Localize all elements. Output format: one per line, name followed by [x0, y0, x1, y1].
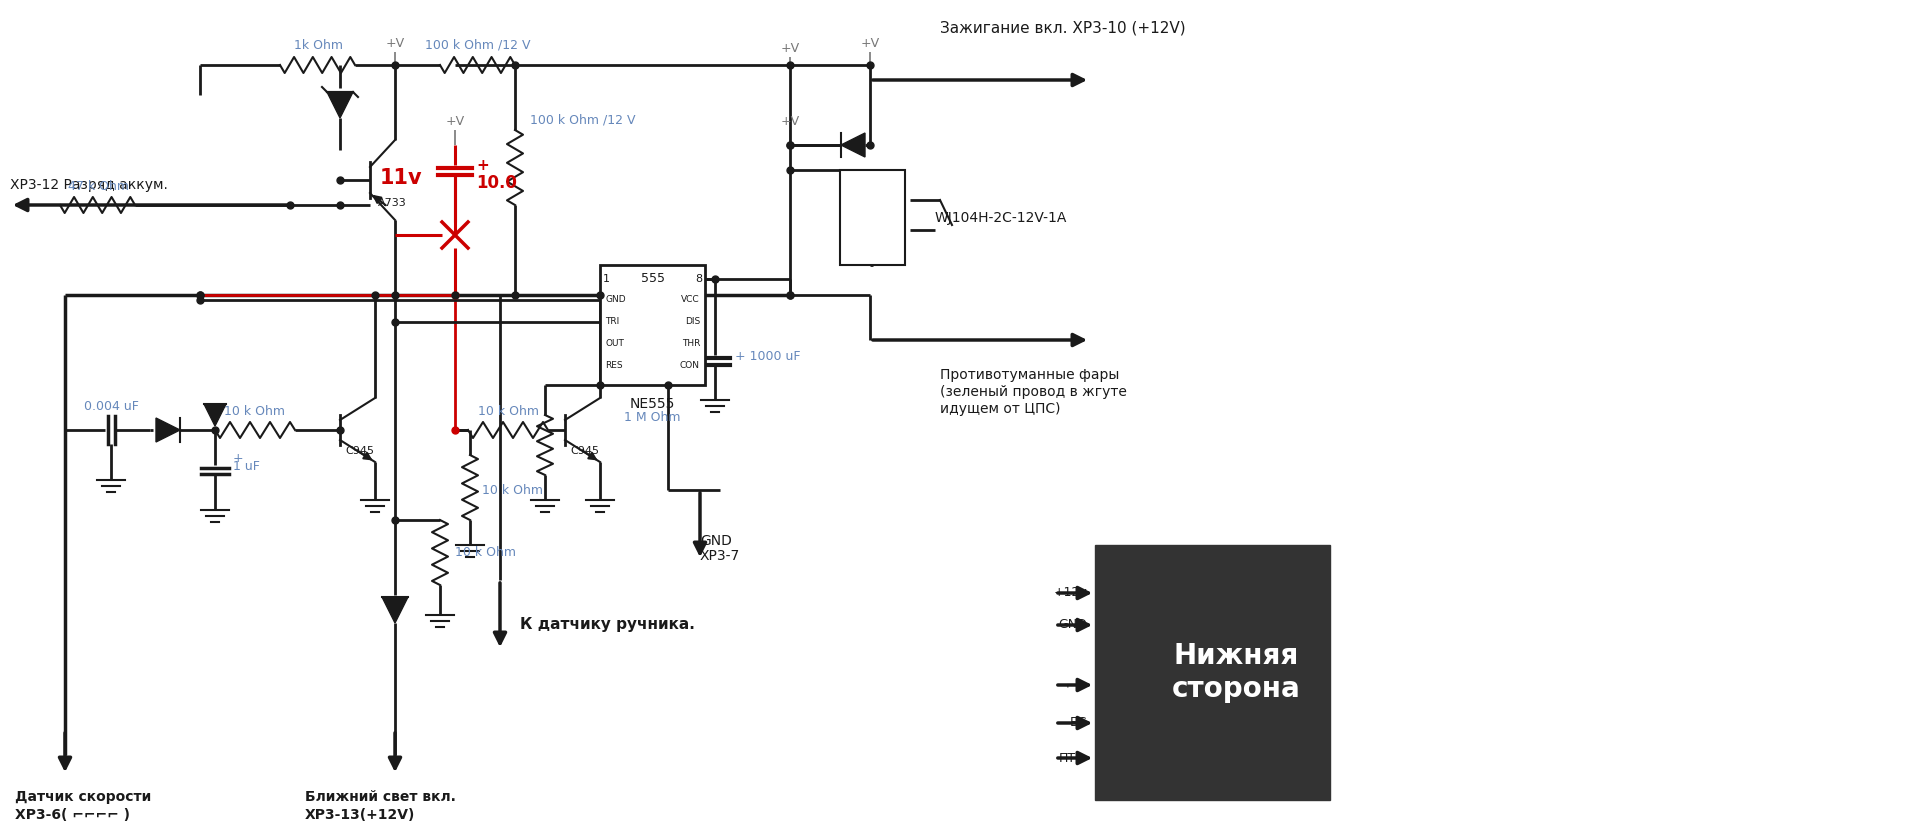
Text: A733: A733	[378, 198, 407, 208]
Text: NE555: NE555	[630, 397, 676, 411]
Text: 10 k Ohm: 10 k Ohm	[478, 405, 538, 418]
Text: ХР3-12 Разряд аккум.: ХР3-12 Разряд аккум.	[10, 178, 167, 192]
Text: GND: GND	[605, 296, 626, 304]
Polygon shape	[382, 597, 407, 623]
Text: 10.0: 10.0	[476, 174, 516, 192]
Bar	[841, 170, 904, 265]
Text: THR: THR	[682, 340, 701, 348]
Bar	[599, 265, 705, 385]
Text: Нижняя
сторона: Нижняя сторона	[1171, 642, 1300, 703]
Text: CON: CON	[680, 361, 701, 371]
Text: +V: +V	[445, 115, 465, 128]
Text: C945: C945	[570, 446, 599, 456]
Text: ХР3-7: ХР3-7	[701, 549, 741, 563]
Text: идущем от ЦПС): идущем от ЦПС)	[941, 402, 1060, 416]
Text: +12v: +12v	[1054, 587, 1087, 599]
Text: +V: +V	[860, 37, 879, 50]
Text: Датчик скорости: Датчик скорости	[15, 790, 152, 804]
Text: 47 k Ohm: 47 k Ohm	[67, 180, 129, 193]
Text: К датчику ручника.: К датчику ручника.	[520, 617, 695, 632]
Text: 555: 555	[641, 273, 664, 286]
Text: TRI: TRI	[605, 317, 620, 327]
Text: OUT: OUT	[605, 340, 624, 348]
Text: 10 k Ohm: 10 k Ohm	[225, 405, 286, 418]
Text: +: +	[232, 451, 244, 465]
Text: 1k Ohm: 1k Ohm	[294, 39, 342, 52]
Text: 8: 8	[695, 274, 703, 284]
Text: + 1000 uF: + 1000 uF	[735, 351, 801, 363]
Text: 0.004 uF: 0.004 uF	[84, 400, 138, 413]
Text: ХР3-13(+12V): ХР3-13(+12V)	[305, 808, 415, 822]
Text: 100 k Ohm /12 V: 100 k Ohm /12 V	[530, 114, 636, 126]
Text: ПТФ: ПТФ	[1060, 751, 1087, 765]
Text: БС: БС	[1069, 716, 1087, 730]
Polygon shape	[156, 418, 180, 442]
Text: GND: GND	[701, 534, 732, 548]
Text: GND: GND	[1058, 618, 1087, 632]
Text: 1 M Ohm: 1 M Ohm	[624, 411, 682, 424]
Text: 100 k Ohm /12 V: 100 k Ohm /12 V	[424, 39, 530, 52]
Text: 10 k Ohm: 10 k Ohm	[482, 484, 543, 496]
Text: ХР3-6( ⌐⌐⌐⌐ ): ХР3-6( ⌐⌐⌐⌐ )	[15, 808, 131, 822]
Text: DIS: DIS	[685, 317, 701, 327]
Bar	[1094, 545, 1331, 800]
Text: +V: +V	[386, 37, 405, 50]
Polygon shape	[326, 92, 353, 118]
Text: ⌐⌐: ⌐⌐	[1066, 678, 1087, 691]
Text: 1: 1	[603, 274, 611, 284]
Text: 11v: 11v	[380, 168, 422, 188]
Text: +: +	[476, 159, 490, 174]
Text: Зажигание вкл. ХР3-10 (+12V): Зажигание вкл. ХР3-10 (+12V)	[941, 21, 1187, 36]
Text: C945: C945	[346, 446, 374, 456]
Text: +V: +V	[780, 42, 799, 55]
Text: +V: +V	[780, 115, 799, 128]
Polygon shape	[841, 133, 866, 157]
Text: Ближний свет вкл.: Ближний свет вкл.	[305, 790, 455, 804]
Text: WJ104H-2C-12V-1A: WJ104H-2C-12V-1A	[935, 211, 1068, 225]
Text: Противотуманные фары: Противотуманные фары	[941, 368, 1119, 382]
Text: 10 k Ohm: 10 k Ohm	[455, 547, 516, 559]
Text: RES: RES	[605, 361, 622, 371]
Text: 1 uF: 1 uF	[232, 460, 259, 474]
Text: VCC: VCC	[682, 296, 701, 304]
Text: (зеленый провод в жгуте: (зеленый провод в жгуте	[941, 385, 1127, 399]
Polygon shape	[204, 404, 227, 426]
